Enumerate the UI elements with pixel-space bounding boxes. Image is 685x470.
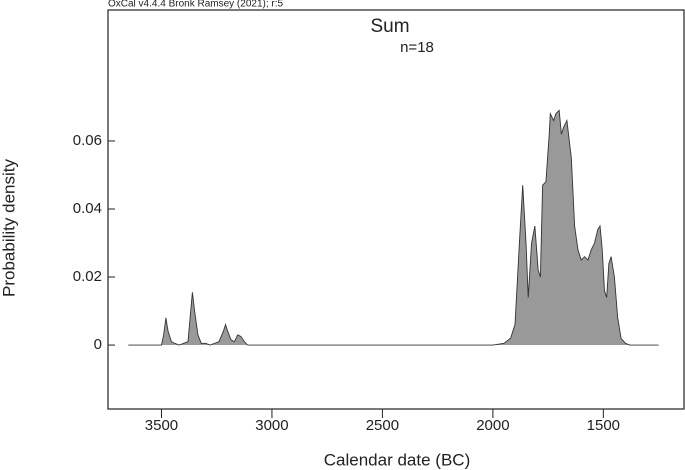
chart-subtitle: n=18	[400, 39, 434, 56]
plot-frame	[107, 9, 685, 410]
y-tick-label: 0.02	[73, 268, 102, 285]
caption: OxCal v4.4.4 Bronk Ramsey (2021); r:5	[108, 0, 284, 10]
y-tick-label: 0.04	[73, 200, 102, 217]
y-tick-label: 0.06	[73, 132, 102, 149]
x-tick-label: 3000	[255, 417, 288, 434]
x-tick-label: 1500	[587, 417, 620, 434]
x-tick-label: 2000	[476, 417, 509, 434]
chart-title: Sum	[370, 16, 409, 37]
x-tick-label: 2500	[366, 417, 399, 434]
x-axis-label: Calendar date (BC)	[324, 450, 470, 469]
y-tick-label: 0	[94, 336, 102, 353]
y-axis-label: Probability density	[0, 159, 18, 297]
density-area	[128, 110, 659, 346]
x-tick-label: 3500	[145, 417, 178, 434]
density-line	[128, 109, 659, 346]
